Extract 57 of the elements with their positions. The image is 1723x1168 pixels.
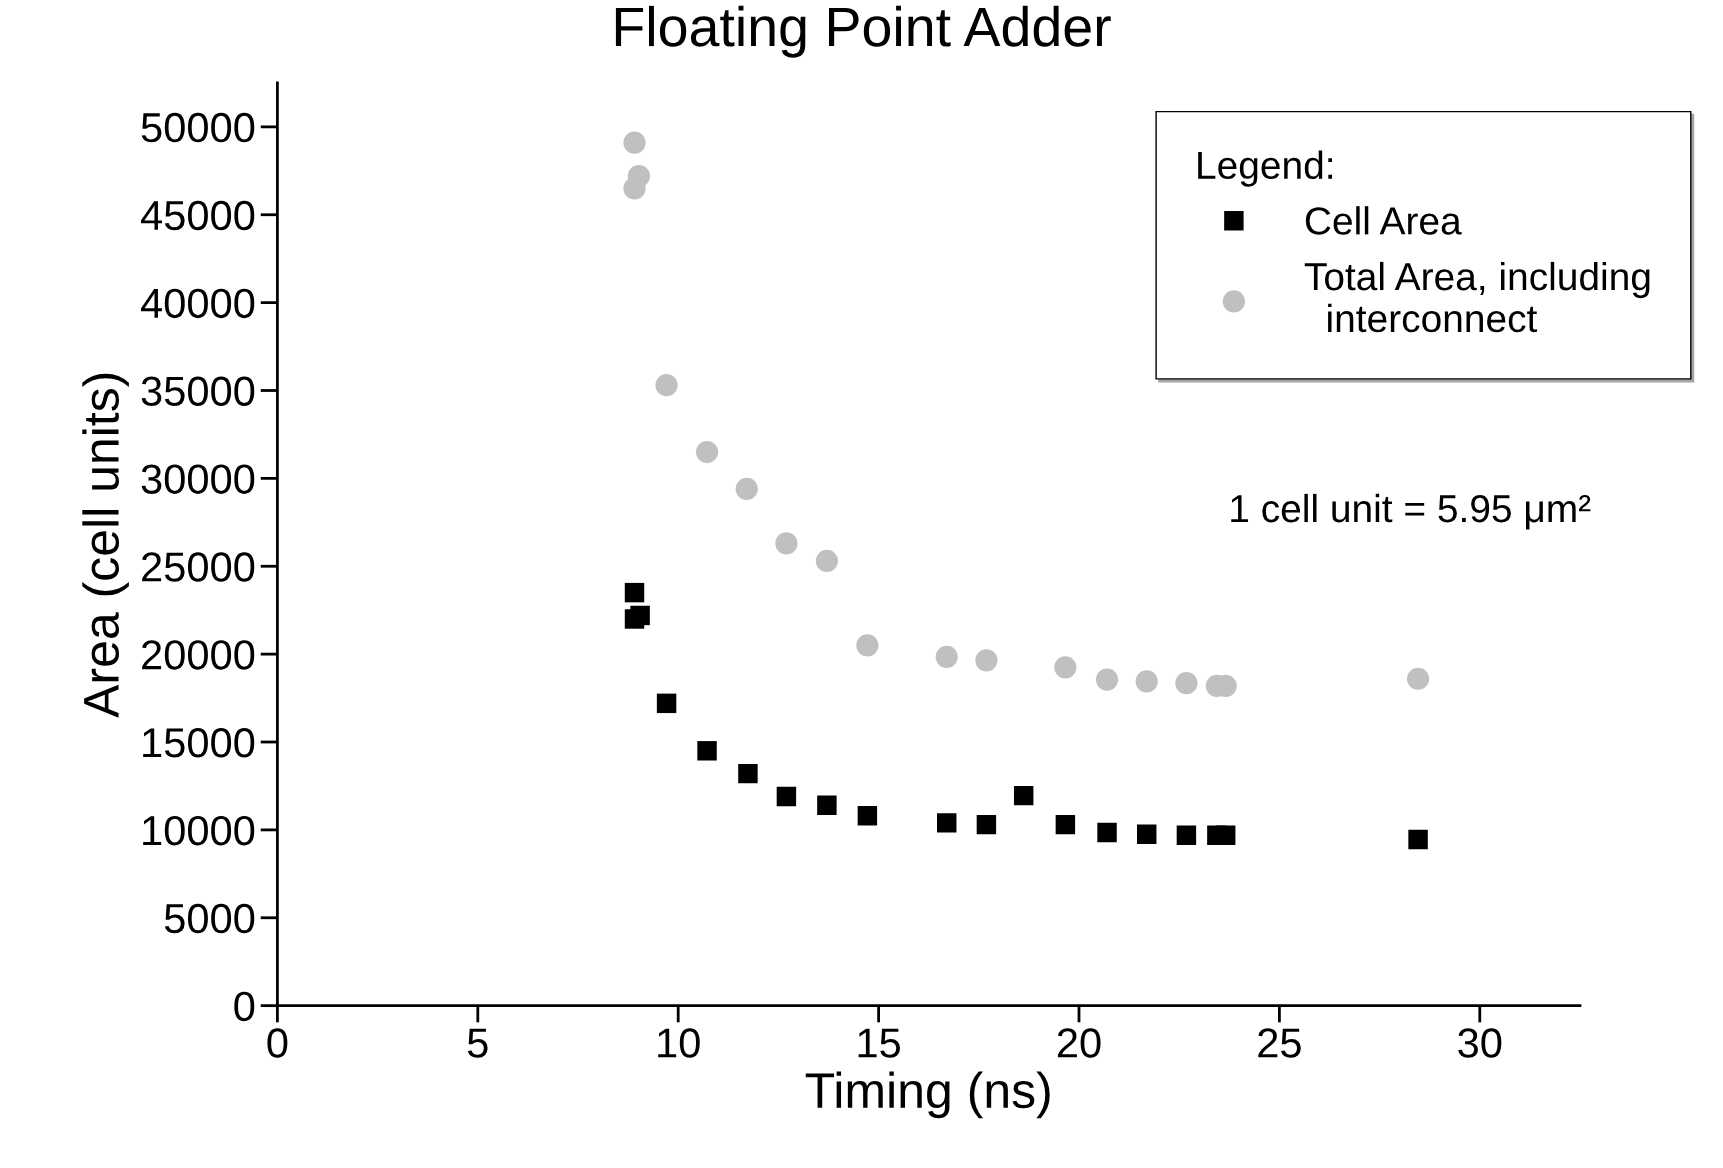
point (935, 645, 958, 668)
point (630, 605, 650, 626)
legend-title: Legend: (1198, 150, 1333, 187)
legend-label: Total Area, including interconnect (1304, 261, 1650, 333)
point (1095, 668, 1119, 691)
y-tick-label: 30000 (141, 464, 255, 494)
point (815, 549, 839, 573)
x-tick-label: 20 (1057, 1028, 1101, 1058)
point (856, 634, 879, 657)
x-tick-label: 15 (858, 1028, 901, 1058)
x-tick-label: 5 (467, 1028, 488, 1058)
x-tick-label: 10 (658, 1028, 700, 1058)
point (624, 582, 645, 603)
point (976, 814, 997, 835)
y-tick-label: 45000 (140, 200, 255, 231)
point (1054, 656, 1077, 679)
point (1176, 825, 1197, 845)
point (937, 813, 957, 833)
y-tick-label: 20000 (142, 640, 255, 670)
x-axis-title: Timing (ns) (805, 1071, 1050, 1119)
y-tick-label: 50000 (141, 112, 255, 143)
legend-label: Cell Area (1305, 206, 1462, 235)
point (695, 440, 719, 464)
point (857, 806, 878, 826)
point (975, 649, 998, 672)
point (655, 374, 678, 397)
point (1055, 814, 1076, 835)
point (1215, 825, 1236, 845)
point (656, 693, 677, 714)
y-axis-title: Area (cell units) (82, 373, 129, 718)
point (1135, 670, 1158, 693)
point (776, 786, 797, 807)
point (623, 131, 646, 154)
y-tick-label: 15000 (143, 728, 255, 758)
y-tick-label: 40000 (140, 288, 255, 319)
point (1097, 822, 1117, 843)
point (735, 477, 758, 501)
point (1408, 829, 1428, 850)
point (1175, 672, 1198, 695)
point (775, 532, 798, 555)
x-tick-label: 30 (1458, 1028, 1502, 1058)
y-tick-label: 5000 (164, 903, 255, 934)
y-tick-label: 35000 (141, 376, 255, 407)
point (738, 763, 758, 784)
x-tick-label: 25 (1258, 1028, 1301, 1058)
chart-title: Floating Point Adder (615, 5, 1111, 58)
y-tick-label: 25000 (142, 552, 255, 582)
point (697, 741, 717, 761)
point (817, 795, 837, 816)
point (1137, 824, 1157, 845)
x-tick-label: 0 (267, 1028, 288, 1058)
y-tick-label: 10000 (143, 815, 255, 846)
annotation: 1 cell unit = 5.95 μm² (1231, 493, 1591, 530)
y-tick-label: 0 (234, 991, 255, 1022)
point (623, 177, 646, 200)
point (1406, 667, 1430, 690)
point (1013, 785, 1034, 806)
